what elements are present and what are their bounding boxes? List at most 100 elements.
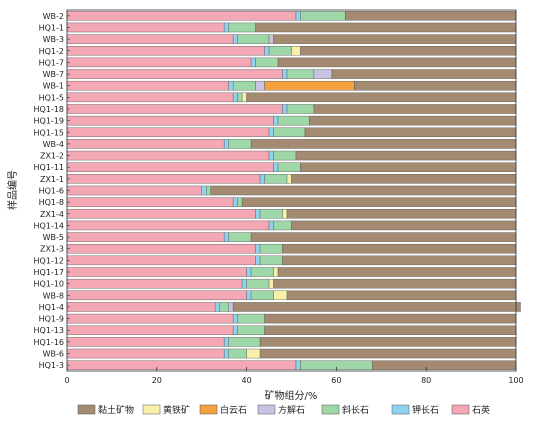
bar-segment-WB-7-0 — [66, 69, 283, 79]
bar-segment-ZX1-4-1 — [255, 209, 261, 219]
bar-segment-HQ1-12-6 — [282, 255, 517, 266]
bar-segment-HQ1-14-6 — [291, 220, 517, 231]
bar-segment-HQ1-18-0 — [66, 104, 283, 114]
bar-segment-ZX1-2-6 — [295, 150, 517, 161]
bar-segment-HQ1-16-2 — [228, 337, 261, 347]
bar-segment-HQ1-9-1 — [232, 313, 238, 324]
bar-segment-HQ1-15-1 — [268, 127, 274, 138]
bar-segment-HQ1-9-0 — [66, 313, 234, 324]
bar-segment-HQ1-6-0 — [66, 185, 202, 196]
bar-segment-HQ1-19-1 — [273, 115, 279, 126]
x-tick-label-60: 60 — [331, 376, 341, 385]
bar-segment-ZX1-4-5 — [282, 209, 288, 219]
bar-segment-WB-3-3 — [268, 34, 274, 44]
bar-segment-HQ1-10-5 — [268, 278, 274, 289]
bar-segment-HQ1-5-2 — [237, 92, 243, 103]
bar-segment-HQ1-3-6 — [372, 360, 517, 370]
bar-segment-ZX1-3-6 — [282, 243, 517, 254]
bar-segment-HQ1-10-6 — [273, 278, 517, 289]
bar-segment-WB-6-6 — [259, 348, 517, 359]
bar-segment-HQ1-2-1 — [264, 46, 270, 56]
bar-segment-HQ1-17-2 — [250, 267, 274, 277]
bar-segment-WB-2-0 — [66, 11, 297, 21]
bar-segment-WB-6-1 — [223, 348, 229, 359]
bar-segment-ZX1-3-0 — [66, 243, 256, 254]
bar-segment-HQ1-3-0 — [66, 360, 297, 370]
x-tick-label-100: 100 — [508, 376, 523, 385]
bar-segment-HQ1-14-0 — [66, 220, 270, 231]
bar-segment-WB-5-1 — [223, 232, 229, 242]
legend-label-5: 钾长石 — [412, 404, 439, 416]
bar-segment-WB-7-3 — [313, 69, 333, 79]
y-tick-label-WB-8: WB-8 — [43, 291, 64, 300]
bar-segment-HQ1-1-2 — [228, 22, 256, 33]
bars-layer — [66, 11, 521, 370]
bar-segment-ZX1-4-6 — [286, 209, 517, 219]
bar-segment-WB-6-5 — [246, 348, 261, 359]
bar-segment-WB-7-1 — [282, 69, 288, 79]
y-tick-label-ZX1-1: ZX1-1 — [40, 175, 64, 184]
legend-swatch-4 — [321, 404, 340, 415]
bar-segment-HQ1-16-6 — [259, 337, 517, 347]
y-tick-label-HQ1-7: HQ1-7 — [39, 58, 64, 67]
legend-label-2: 白云石 — [220, 404, 247, 416]
y-tick-label-HQ1-14: HQ1-14 — [34, 221, 64, 230]
bar-segment-HQ1-2-5 — [291, 46, 301, 56]
y-tick-label-HQ1-17: HQ1-17 — [34, 268, 64, 277]
bar-segment-HQ1-8-6 — [241, 197, 517, 207]
y-axis-label: 样品编号 — [6, 170, 19, 210]
y-tick-label-HQ1-13: HQ1-13 — [34, 326, 64, 335]
bar-segment-WB-2-2 — [300, 11, 346, 21]
bar-segment-HQ1-11-2 — [277, 162, 301, 172]
bar-segment-HQ1-10-2 — [246, 278, 270, 289]
bar-segment-WB-4-1 — [223, 139, 229, 149]
bar-segment-WB-1-4 — [264, 80, 355, 91]
bar-segment-HQ1-5-6 — [246, 92, 517, 103]
bar-segment-HQ1-12-0 — [66, 255, 256, 266]
y-tick-label-HQ1-2: HQ1-2 — [39, 47, 64, 56]
bar-segment-HQ1-11-1 — [273, 162, 279, 172]
bar-segment-HQ1-7-1 — [250, 57, 256, 68]
x-axis-label: 矿物组分/% — [265, 389, 318, 402]
x-tick-label-0: 0 — [64, 376, 69, 385]
y-tick-label-WB-3: WB-3 — [43, 35, 64, 44]
bar-segment-HQ1-19-0 — [66, 115, 274, 126]
bar-segment-WB-4-0 — [66, 139, 225, 149]
bar-segment-HQ1-18-6 — [313, 104, 517, 114]
bar-segment-WB-3-2 — [237, 34, 270, 44]
bar-segment-HQ1-16-1 — [223, 337, 229, 347]
bar-segment-HQ1-17-0 — [66, 267, 247, 277]
bar-segment-HQ1-15-0 — [66, 127, 270, 138]
bar-segment-HQ1-19-6 — [309, 115, 517, 126]
y-tick-label-ZX1-3: ZX1-3 — [40, 245, 64, 254]
y-tick-label-HQ1-6: HQ1-6 — [39, 187, 64, 196]
y-tick-label-HQ1-9: HQ1-9 — [39, 315, 64, 324]
bar-segment-HQ1-12-2 — [259, 255, 283, 266]
y-tick-label-ZX1-4: ZX1-4 — [40, 210, 64, 219]
y-tick-label-HQ1-10: HQ1-10 — [34, 280, 64, 289]
bar-segment-HQ1-15-2 — [273, 127, 306, 138]
y-tick-label-HQ1-11: HQ1-11 — [34, 163, 64, 172]
bar-segment-HQ1-8-1 — [232, 197, 238, 207]
bar-segment-ZX1-4-0 — [66, 209, 256, 219]
bar-segment-ZX1-4-2 — [259, 209, 283, 219]
bar-segment-WB-8-0 — [66, 290, 247, 301]
bar-segment-WB-4-2 — [228, 139, 252, 149]
bar-segment-HQ1-8-2 — [237, 197, 243, 207]
legend-swatch-3 — [257, 404, 276, 415]
legend-swatch-1 — [142, 404, 161, 415]
bar-segment-HQ1-18-1 — [282, 104, 288, 114]
bar-segment-HQ1-17-5 — [273, 267, 279, 277]
y-tick-label-HQ1-4: HQ1-4 — [39, 303, 64, 312]
bar-segment-WB-6-0 — [66, 348, 225, 359]
y-tick-label-WB-2: WB-2 — [43, 12, 64, 21]
y-tick-label-HQ1-8: HQ1-8 — [39, 198, 64, 207]
y-tick-label-HQ1-15: HQ1-15 — [34, 128, 64, 137]
bar-segment-ZX1-1-6 — [291, 174, 517, 184]
bar-segment-HQ1-14-2 — [273, 220, 292, 231]
bar-segment-ZX1-2-0 — [66, 150, 270, 161]
bar-segment-WB-1-0 — [66, 80, 229, 91]
bar-segment-WB-5-0 — [66, 232, 225, 242]
